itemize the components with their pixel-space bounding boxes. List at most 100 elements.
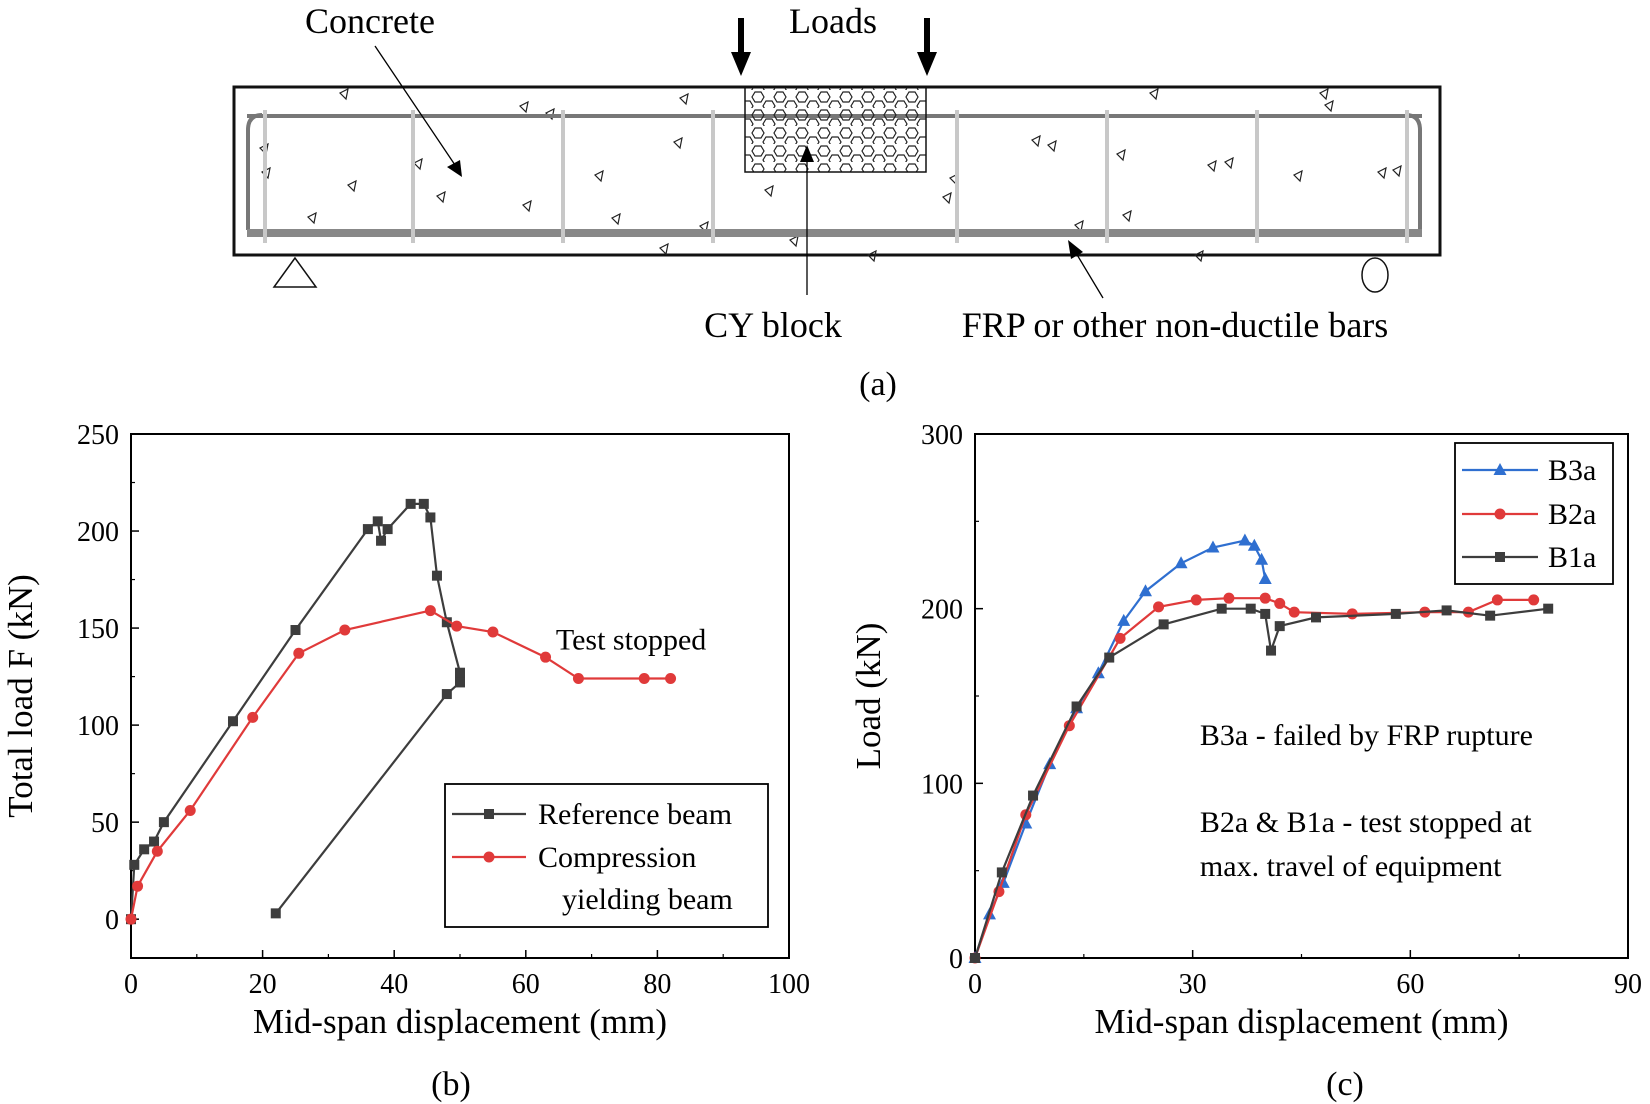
y-tick-label: 0 (105, 905, 119, 936)
data-point (362, 524, 373, 535)
data-point (139, 844, 150, 855)
aggregate-mark (306, 211, 317, 225)
y-tick-label: 200 (77, 517, 119, 548)
data-point (1346, 608, 1358, 620)
data-point (441, 689, 452, 700)
chart-c: 0 30 60 90 0 100 200 300 Mid-span displacement (… (849, 420, 1642, 1103)
y-tick-label: 300 (921, 420, 963, 451)
data-point (1117, 613, 1131, 626)
y-tick-label: 150 (77, 614, 119, 645)
data-point (1153, 601, 1165, 613)
label-concrete: Concrete (305, 1, 435, 41)
data-point (425, 512, 436, 523)
aggregate-mark (338, 87, 349, 101)
beam-schematic: Concrete Loads CY block FRP or other non… (232, 1, 1442, 403)
data-point (1158, 619, 1169, 630)
data-point (1259, 592, 1271, 604)
y-tick-label: 100 (921, 769, 963, 800)
data-point (1543, 603, 1554, 614)
chart-b: 0 20 40 60 80 100 0 50 100 150 200 250 Mid-span disp… (1, 420, 810, 1103)
label-frp: FRP or other non-ductile bars (962, 305, 1389, 345)
series-line (973, 597, 1534, 959)
data-point (540, 651, 552, 663)
cy-block (744, 86, 927, 173)
data-point (1255, 552, 1269, 565)
data-point (1190, 594, 1202, 606)
pin-support (272, 256, 318, 288)
data-point (1258, 571, 1272, 584)
aggregate-mark (412, 157, 423, 171)
concrete-pointer (374, 45, 462, 177)
data-point (1114, 632, 1126, 644)
annotation: max. travel of equipment (1200, 850, 1502, 883)
panel-caption: (c) (1326, 1066, 1364, 1103)
legend-label: Compression (538, 841, 696, 874)
data-point (1104, 652, 1115, 663)
aggregate-mark (1115, 148, 1126, 162)
aggregate-mark (1292, 169, 1303, 183)
y-tick-label: 50 (91, 808, 119, 839)
data-point (1266, 645, 1277, 656)
legend-marker (1495, 552, 1505, 562)
data-point (270, 908, 281, 919)
y-tick-label: 0 (949, 944, 963, 975)
aggregate-mark (1206, 159, 1217, 173)
data-point (451, 620, 463, 632)
data-point (455, 667, 465, 678)
data-point (1288, 606, 1300, 618)
data-point (1216, 603, 1227, 614)
series-b2a (969, 592, 1540, 964)
series-line (129, 502, 462, 920)
data-point (1528, 594, 1540, 606)
data-point (372, 516, 383, 527)
data-point (1390, 608, 1401, 619)
cy-block-pointer (800, 145, 814, 295)
aggregate-mark (610, 212, 621, 226)
data-point (1139, 584, 1153, 597)
data-point (129, 859, 140, 870)
legend-marker (1493, 463, 1507, 475)
aggregate-mark (593, 169, 604, 183)
data-point (431, 570, 442, 581)
data-point (1311, 612, 1322, 623)
aggregate-mark (678, 92, 689, 106)
data-point (1174, 556, 1188, 569)
aggregate-mark (788, 234, 799, 248)
x-axis-label: Mid-span displacement (mm) (253, 1002, 667, 1041)
data-point (424, 605, 436, 617)
annotation: B3a - failed by FRP rupture (1200, 719, 1533, 752)
aggregate-mark (1121, 209, 1132, 223)
roller-support (1361, 257, 1389, 293)
aggregate-mark (1318, 87, 1329, 101)
aggregate-mark (521, 199, 532, 213)
aggregate-mark (1046, 139, 1057, 153)
bar-hook-left (246, 113, 263, 230)
data-point (1441, 605, 1452, 616)
data-point (970, 953, 980, 963)
series-line (129, 609, 671, 920)
aggregate-mark (941, 191, 952, 205)
load-arrow-right (917, 18, 937, 76)
aggregate-mark (1323, 99, 1334, 113)
aggregate-mark (1193, 249, 1204, 263)
legend-marker (484, 809, 494, 819)
series-b1a (970, 603, 1554, 963)
aggregate-mark (435, 190, 446, 204)
series-reference-beam (126, 498, 465, 925)
data-point (382, 524, 393, 535)
aggregate-mark (763, 184, 774, 198)
load-arrow-left (731, 18, 751, 76)
label-loads: Loads (789, 1, 877, 41)
aggregate-mark (1376, 166, 1387, 180)
data-point (1071, 701, 1082, 712)
y-tick-label: 200 (921, 595, 963, 626)
x-tick-label: 30 (1179, 969, 1207, 1000)
y-axis-label: Load (kN) (849, 623, 888, 770)
series-b3a (968, 533, 1272, 963)
data-point (665, 673, 677, 685)
y-axis-label: Total load F (kN) (1, 574, 40, 817)
aggregate-mark (672, 136, 683, 150)
data-point (158, 817, 169, 828)
x-tick-label: 90 (1614, 969, 1642, 1000)
data-point (1247, 538, 1261, 551)
